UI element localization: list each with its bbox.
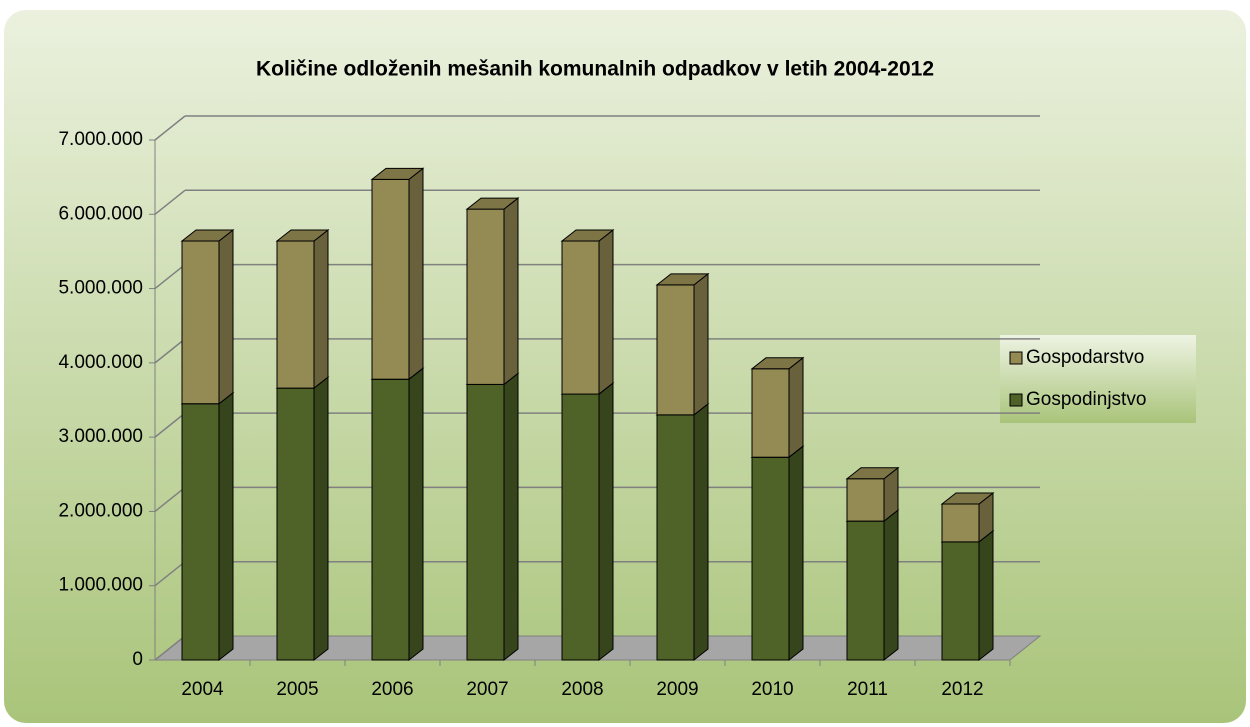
bar-side [408,367,424,662]
y-tick-label: 6.000.000 [58,203,143,224]
bar-side [978,529,994,662]
bar [466,208,505,385]
bar-side [218,228,234,405]
bar-side [883,509,899,662]
bar [846,520,885,661]
bar [751,368,790,458]
grid-diagonal [154,561,186,587]
bar-side [408,167,424,381]
bar [181,240,220,405]
bar [656,414,695,661]
grid-diagonal [154,486,186,513]
grid-diagonal [154,115,186,141]
x-tick-label: 2004 [181,679,224,700]
x-tick-label: 2012 [941,679,983,700]
bar-top [655,273,710,286]
legend-label: Gospodinjstvo [1026,389,1146,410]
x-tick-label: 2009 [656,679,698,700]
y-tick-label: 3.000.000 [58,426,143,447]
legend-swatch [1009,351,1023,365]
bar-side [693,402,709,662]
bar [371,378,410,661]
bar-side [788,356,804,459]
legend-swatch [1009,393,1023,407]
grid-diagonal [154,338,186,364]
bar-top [275,229,330,242]
grid-diagonal [154,263,186,290]
bar-side [693,272,709,416]
y-tick-label: 1.000.000 [58,575,143,596]
chart-title: Količine odloženih mešanih komunalnih od… [256,58,934,81]
legend-label: Gospodarstvo [1026,347,1144,368]
grid-diagonal [154,635,186,661]
grid-diagonal [154,412,186,438]
bar-side [503,372,519,662]
bar [656,284,695,416]
bar-top [940,492,995,505]
bar-side [788,445,804,662]
x-tick-label: 2006 [371,679,413,700]
bar [846,478,885,522]
bar [276,387,315,661]
y-tick-label: 4.000.000 [58,352,143,373]
bar [466,383,505,661]
x-tick-label: 2005 [276,679,318,700]
bar [371,178,410,380]
bar-side [313,228,329,390]
x-tick-label: 2008 [561,679,603,700]
bar [941,541,980,661]
bar-top [465,197,520,210]
bar-side [598,228,614,396]
x-tick-label: 2011 [847,679,888,700]
bar [561,240,600,395]
bar [181,403,220,661]
bar-top [845,467,900,480]
bar [561,393,600,661]
y-tick-label: 7.000.000 [58,129,143,150]
x-tick-label: 2007 [466,679,508,700]
x-tick-label: 2010 [751,679,793,700]
bar-top [750,357,805,370]
bar [941,503,980,543]
legend-box [1000,335,1196,423]
bar-top [180,229,235,242]
bar-side [313,376,329,662]
bar-top [370,167,425,180]
bar [276,240,315,389]
bar-top [560,229,615,242]
y-tick-label: 2.000.000 [58,500,143,521]
bar-side [503,197,519,386]
y-tick-label: 0 [132,649,143,670]
bar [751,456,790,661]
y-tick-label: 5.000.000 [58,278,143,299]
grid-diagonal [154,189,186,215]
bar-side [218,391,234,662]
bar-side [598,382,614,662]
